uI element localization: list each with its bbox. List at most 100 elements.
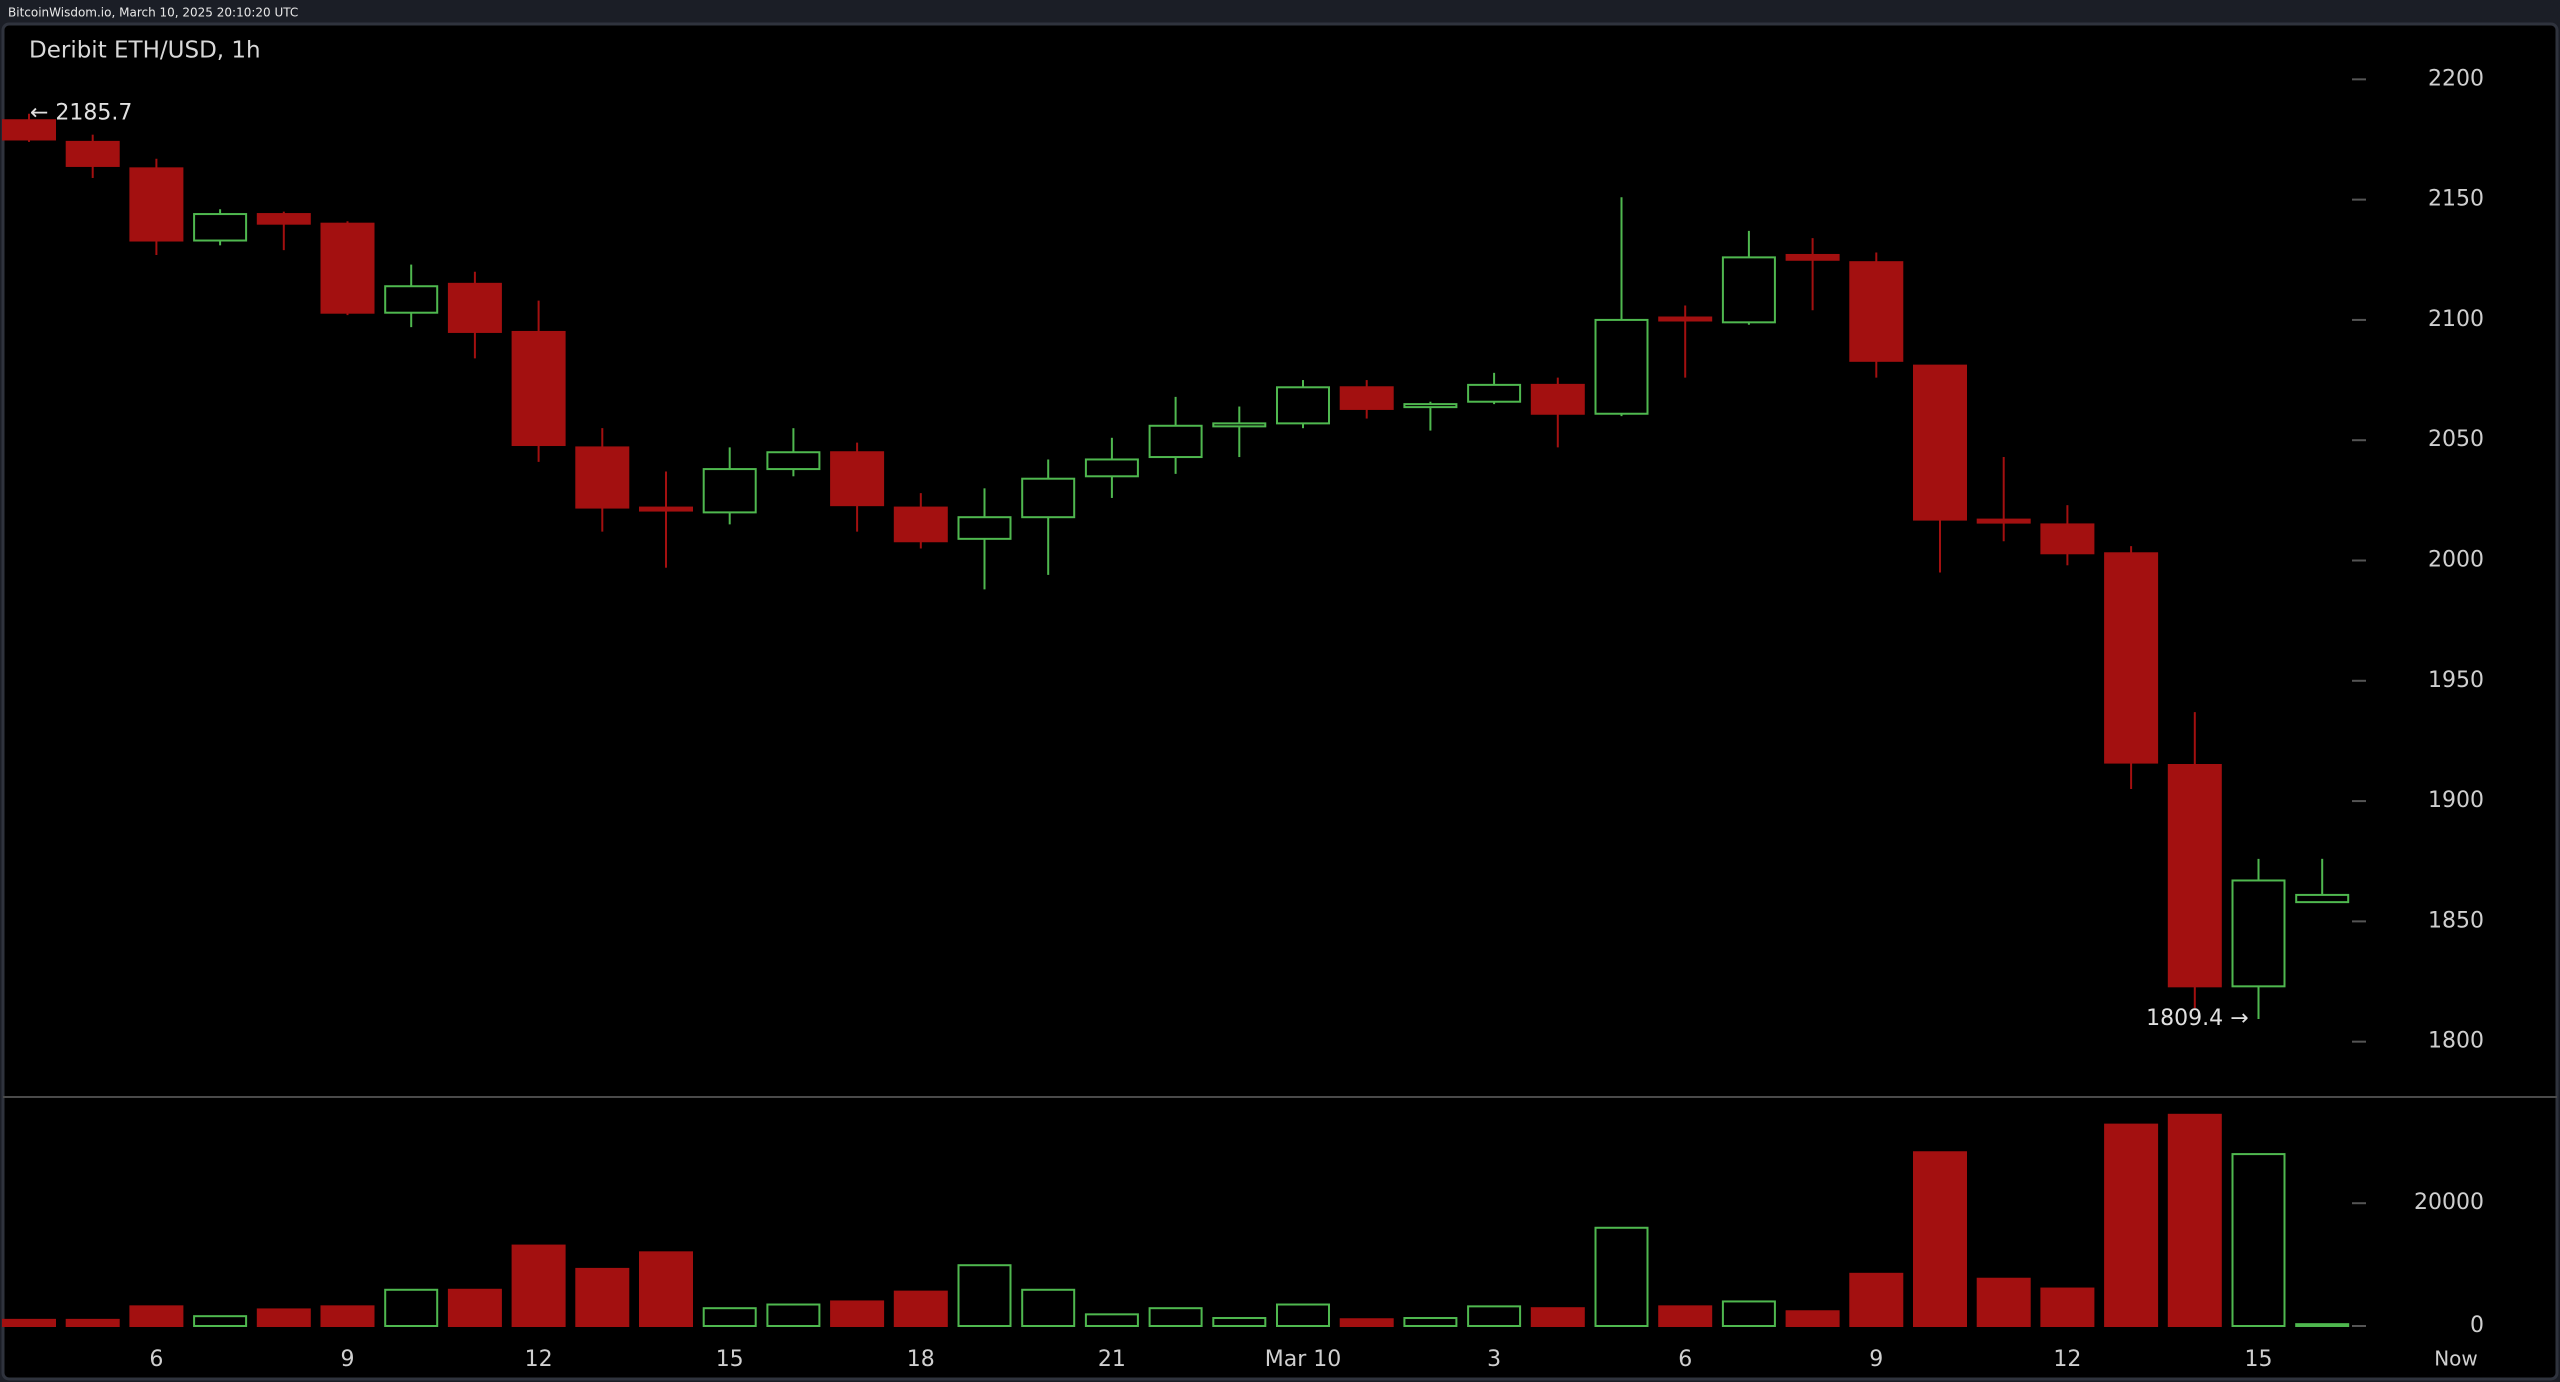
volume-bar bbox=[1021, 1288, 1076, 1327]
chart-frame bbox=[1, 22, 2559, 1381]
candle-body bbox=[129, 167, 184, 242]
volume-bar bbox=[1976, 1277, 2031, 1328]
candle-body bbox=[2295, 893, 2350, 904]
candle-body bbox=[193, 213, 248, 242]
candle-body bbox=[65, 140, 120, 167]
candle-body bbox=[1403, 403, 1458, 409]
x-tick-label: 12 bbox=[525, 1347, 553, 1372]
candle-body bbox=[1594, 318, 1649, 415]
x-end-label: Now bbox=[2434, 1347, 2478, 1371]
source-line: BitcoinWisdom.io, March 10, 2025 20:10:2… bbox=[8, 6, 298, 20]
x-tick-label: 9 bbox=[1869, 1347, 1883, 1372]
volume-bar bbox=[320, 1305, 375, 1327]
y-tick-label: 2150 bbox=[2428, 187, 2484, 212]
volume-bar bbox=[639, 1251, 693, 1327]
volume-bar bbox=[1849, 1272, 1904, 1328]
candle-body bbox=[1467, 383, 1522, 403]
volume-bar bbox=[1785, 1310, 1840, 1327]
candle-body bbox=[2231, 879, 2286, 988]
volume-bar bbox=[1530, 1307, 1585, 1327]
y-tick-label: 2100 bbox=[2428, 307, 2484, 332]
volume-bar bbox=[830, 1300, 885, 1328]
volume-bar bbox=[1276, 1303, 1330, 1328]
volume-bar bbox=[1913, 1151, 1967, 1327]
x-tick-label: Mar 10 bbox=[1265, 1347, 1342, 1372]
y-tick-label: 2050 bbox=[2428, 427, 2484, 452]
chart-title: Deribit ETH/USD, 1h bbox=[29, 38, 261, 64]
volume-bar bbox=[1721, 1300, 1776, 1328]
volume-bar bbox=[2167, 1113, 2222, 1328]
candle-body bbox=[1785, 253, 1840, 261]
candle-body bbox=[1721, 256, 1776, 324]
candle-body bbox=[1849, 261, 1904, 362]
volume-bar bbox=[256, 1308, 311, 1327]
low-label: 1809.4 → bbox=[2146, 1006, 2248, 1031]
volume-bar bbox=[511, 1244, 566, 1328]
y-tick-label: 1950 bbox=[2428, 668, 2484, 693]
candle-body bbox=[511, 330, 566, 447]
candle-body bbox=[766, 451, 821, 471]
candle-body bbox=[702, 468, 757, 514]
volume-bar bbox=[65, 1318, 120, 1328]
x-tick-label: 3 bbox=[1487, 1347, 1501, 1372]
x-tick-label: 9 bbox=[341, 1347, 355, 1372]
candle-body bbox=[1976, 518, 2031, 524]
candle-body bbox=[2104, 552, 2159, 764]
volume-bar bbox=[384, 1288, 439, 1327]
volume-bar bbox=[1084, 1313, 1139, 1327]
volume-bar bbox=[1212, 1317, 1267, 1328]
volume-bar bbox=[2, 1318, 56, 1328]
volume-bar bbox=[1403, 1317, 1458, 1328]
candle-body bbox=[830, 451, 885, 507]
volume-bar bbox=[702, 1307, 757, 1327]
volume-bar bbox=[1148, 1307, 1203, 1327]
volume-bar bbox=[193, 1315, 248, 1328]
volume-bar bbox=[893, 1290, 948, 1327]
y-tick-label: 2000 bbox=[2428, 548, 2484, 573]
volume-tick-label: 20000 bbox=[2414, 1190, 2484, 1215]
volume-bar bbox=[766, 1303, 821, 1328]
candle-body bbox=[893, 506, 948, 543]
x-tick-label: 21 bbox=[1098, 1347, 1126, 1372]
candle-body bbox=[1276, 386, 1330, 425]
high-label: ← 2185.7 bbox=[30, 101, 132, 126]
volume-bar bbox=[1658, 1305, 1713, 1327]
candle-body bbox=[384, 285, 439, 314]
candle-body bbox=[447, 282, 502, 333]
x-tick-label: 6 bbox=[149, 1347, 163, 1372]
candle-body bbox=[320, 222, 375, 314]
volume-tick-label: 0 bbox=[2470, 1313, 2484, 1338]
candle-body bbox=[1913, 364, 1967, 521]
x-tick-label: 12 bbox=[2053, 1347, 2081, 1372]
candle-body bbox=[1148, 424, 1203, 459]
volume-bar bbox=[1594, 1226, 1649, 1327]
volume-bar bbox=[2295, 1323, 2350, 1328]
volume-bar bbox=[447, 1288, 502, 1327]
volume-bar bbox=[2040, 1287, 2095, 1327]
volume-bar bbox=[129, 1305, 184, 1327]
volume-bar bbox=[575, 1267, 630, 1327]
candle-body bbox=[2, 119, 56, 141]
candle-body bbox=[1339, 386, 1394, 410]
candle-body bbox=[1530, 383, 1585, 415]
candle-body bbox=[1212, 422, 1267, 428]
volume-bar bbox=[2231, 1153, 2286, 1328]
candle-body bbox=[2040, 523, 2095, 555]
candle-body bbox=[256, 213, 311, 225]
candle-body bbox=[575, 446, 630, 509]
y-tick-label: 1800 bbox=[2428, 1029, 2484, 1054]
volume-bar bbox=[1467, 1305, 1522, 1327]
y-tick-label: 2200 bbox=[2428, 66, 2484, 91]
y-tick-label: 1900 bbox=[2428, 788, 2484, 813]
candle-body bbox=[1084, 458, 1139, 478]
x-tick-label: 15 bbox=[716, 1347, 744, 1372]
candle-body bbox=[957, 516, 1012, 540]
x-tick-label: 15 bbox=[2245, 1347, 2273, 1372]
volume-bar bbox=[1339, 1318, 1394, 1328]
candle-body bbox=[1021, 477, 1076, 519]
x-tick-label: 6 bbox=[1678, 1347, 1692, 1372]
volume-bar bbox=[957, 1264, 1012, 1328]
y-tick-label: 1850 bbox=[2428, 908, 2484, 933]
